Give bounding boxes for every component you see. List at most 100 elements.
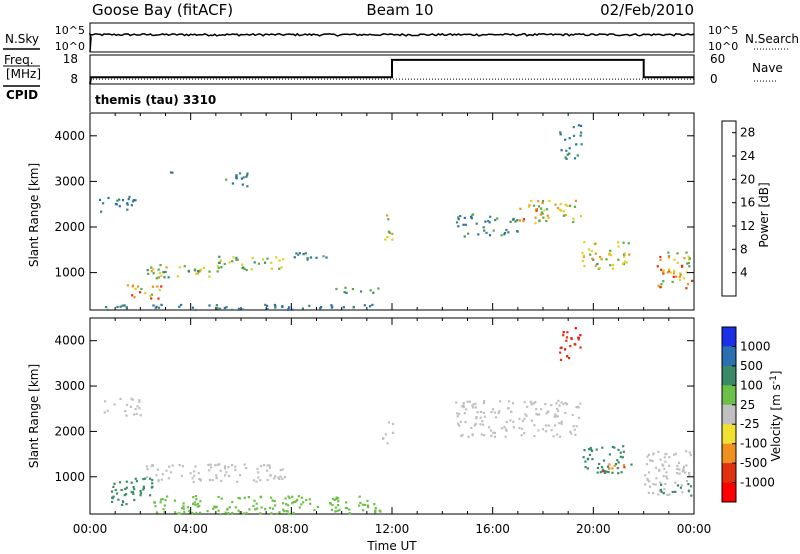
data-cell [215,505,218,508]
data-cell [128,195,131,198]
data-cell [579,334,582,337]
data-cell [540,207,543,210]
data-cell [479,423,482,426]
data-cell [568,147,571,150]
data-cell [534,222,537,225]
data-cell [558,208,561,211]
data-cell [666,477,669,480]
data-cell [176,275,179,278]
data-cell [286,510,289,513]
data-cell [575,143,578,146]
data-cell [471,433,474,436]
data-cell [525,414,528,417]
power-colorbar-tick-label: 8 [740,242,748,256]
data-cell [287,504,290,507]
data-cell [473,424,476,427]
data-cell [553,415,556,418]
data-cell [609,249,612,252]
data-cell [679,272,682,275]
cpid-panel: CPID themis (tau) 3310 [3,84,216,112]
site-title: Goose Bay (fitACF) [92,1,233,19]
data-cell [255,480,258,483]
data-cell [154,505,157,508]
data-cell [129,405,132,408]
data-cell [387,218,390,221]
data-cell [234,468,237,471]
data-cell [162,508,165,511]
data-cell [645,463,649,466]
data-cell [459,215,462,218]
data-cell [231,260,234,263]
data-cell [682,467,685,470]
data-cell [364,503,367,506]
data-cell [575,425,578,428]
data-cell [178,305,181,308]
data-cell [246,174,249,177]
data-cell [541,202,544,205]
data-cell [521,420,525,423]
data-cell [279,475,282,478]
data-cell [110,500,114,503]
power-colorbar-tick-label: 16 [740,196,755,210]
data-cell [530,402,533,405]
nave-tick-top: 60 [710,52,725,66]
data-cell [238,172,242,175]
data-cell [111,497,114,500]
data-cell [477,233,480,236]
data-cell [160,478,163,481]
data-cell [163,510,166,514]
data-cell [150,297,153,300]
data-cell [252,479,255,482]
data-cell [560,149,563,152]
data-cell [564,402,567,405]
data-cell [270,261,273,264]
data-cell [168,465,171,468]
x-tick-label: 20:00 [576,522,611,536]
data-cell [287,495,290,498]
velocity-colorbar-swatch [722,424,736,445]
data-cell [613,446,616,449]
data-cell [241,263,244,266]
velocity-colorbar-tick-label: 100 [740,378,763,392]
data-cell [302,253,305,256]
data-cell [225,178,228,181]
data-cell [247,496,250,499]
data-cell [195,272,198,275]
data-cell [284,497,287,500]
data-cell [274,306,277,309]
data-cell [266,469,269,472]
data-cell [195,511,198,514]
data-cell [606,465,610,468]
power-data-cells [98,124,694,312]
data-cell [569,204,572,207]
data-cell [530,199,533,202]
data-cell [659,258,662,262]
y-tick-label: 4000 [54,334,85,348]
velocity-data-cells [103,327,693,516]
data-cell [304,252,307,255]
data-cell [474,406,477,409]
data-cell [648,471,651,474]
data-cell [198,511,202,514]
cpid-program: themis (tau) 3310 [95,93,216,107]
data-cell [374,509,377,512]
data-cell [539,213,542,216]
noise-right-tick-bottom: 10^0 [708,40,738,53]
data-cell [183,265,186,268]
data-cell [555,402,558,405]
data-cell [458,424,461,427]
data-cell [623,253,626,256]
data-cell [602,470,605,473]
data-cell [534,216,537,219]
data-cell [552,435,555,438]
data-cell [572,134,576,137]
data-cell [231,512,234,515]
data-cell [245,467,248,470]
data-cell [672,275,675,278]
data-cell [545,412,548,415]
data-cell [384,433,387,436]
data-cell [243,463,246,466]
data-cell [537,429,540,432]
data-cell [590,249,593,253]
data-cell [557,409,560,412]
